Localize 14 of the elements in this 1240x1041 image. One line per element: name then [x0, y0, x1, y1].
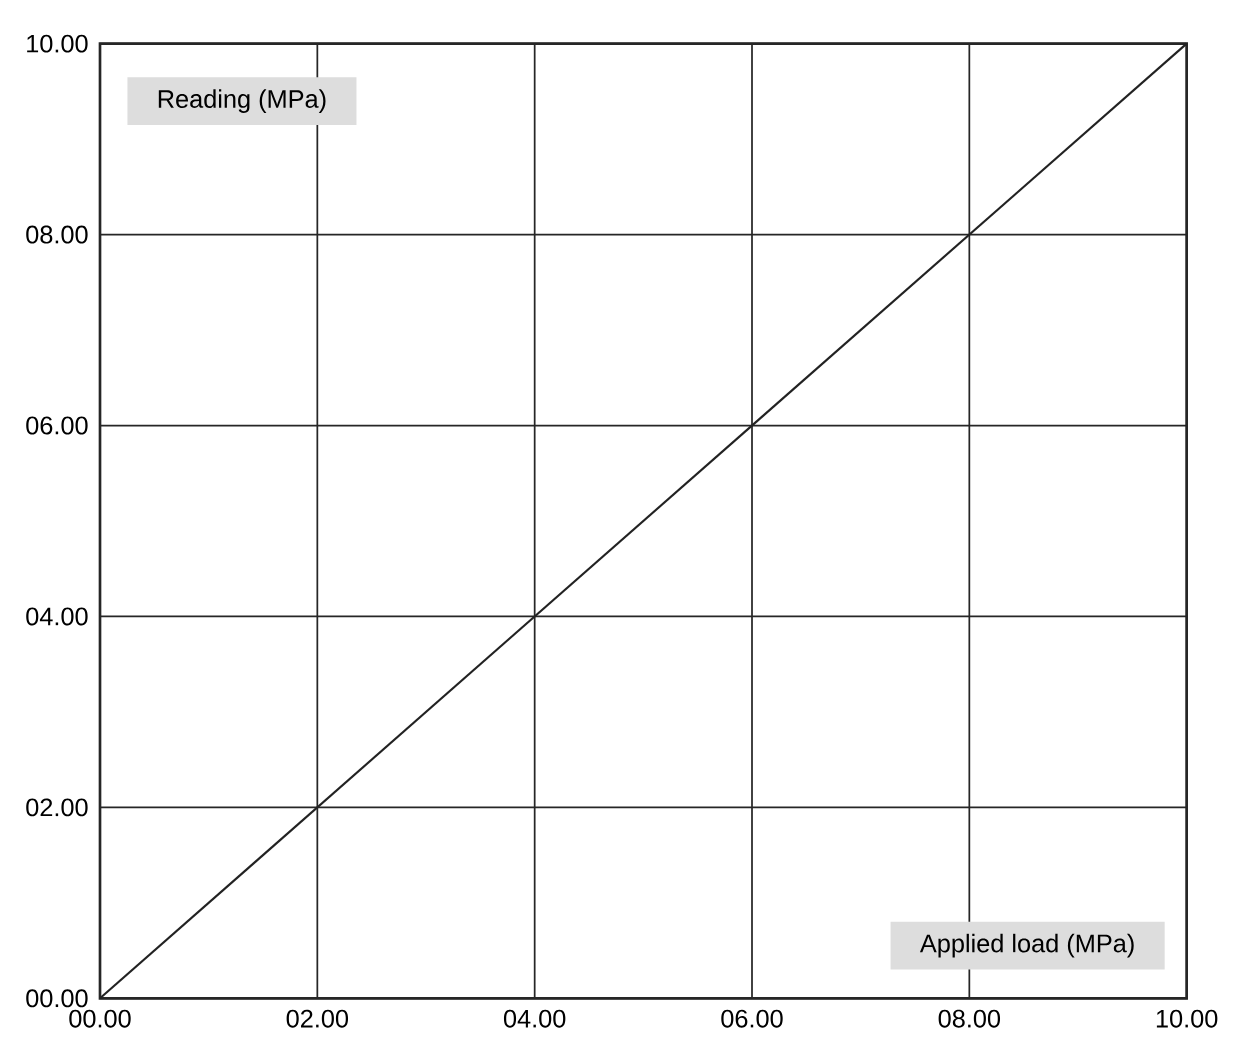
- y-tick-label: 08.00: [26, 225, 88, 244]
- y-tick-label: 10.00: [27, 34, 88, 53]
- y-axis-title: Reading (MPa): [158, 89, 326, 113]
- y-tick-label: 06.00: [26, 416, 88, 435]
- x-tick-label: 06.00: [721, 1009, 783, 1028]
- x-tick-label: 10.00: [1156, 1009, 1218, 1028]
- y-tick-label: 02.00: [26, 798, 88, 817]
- x-tick-label: 02.00: [286, 1009, 349, 1028]
- y-tick-label: 00.00: [26, 989, 88, 1008]
- x-axis-title: Applied load (MPa): [919, 933, 1134, 958]
- y-tick-label: 04.00: [26, 607, 88, 626]
- x-tick-label: 00.00: [69, 1009, 131, 1028]
- x-tick-label: 08.00: [938, 1009, 1001, 1028]
- x-tick-label: 04.00: [503, 1009, 566, 1028]
